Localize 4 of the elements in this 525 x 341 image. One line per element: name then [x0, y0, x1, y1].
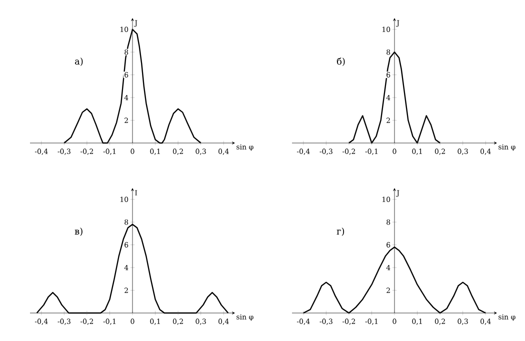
text: б): [336, 58, 345, 66]
text: г): [336, 228, 344, 236]
text: а): [74, 58, 83, 66]
text: в): [74, 228, 82, 236]
